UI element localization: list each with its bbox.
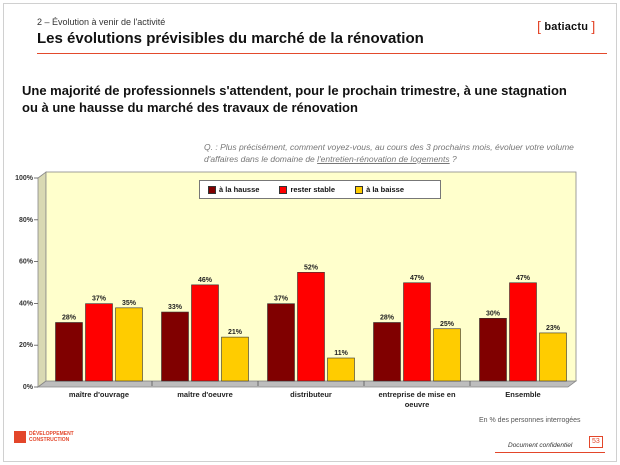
section-label: 2 – Évolution à venir de l'activité	[37, 17, 166, 27]
bar	[221, 336, 249, 382]
data-label: 23%	[546, 325, 561, 332]
legend-label-stable: rester stable	[290, 185, 336, 194]
plot-side-wall	[37, 171, 47, 388]
page-title: Les évolutions prévisibles du marché de …	[37, 30, 424, 47]
legend-item-hausse: à la hausse	[200, 185, 259, 194]
y-tick-label: 0%	[23, 384, 34, 391]
logo-mark-icon	[14, 431, 26, 443]
brand-logo: [ batiactu ]	[537, 18, 596, 34]
data-label: 35%	[122, 300, 137, 307]
y-tick-label: 100%	[15, 175, 34, 182]
chart-legend: à la hausse rester stable à la baisse	[199, 180, 441, 199]
bar	[403, 282, 431, 382]
logo-text: DÉVELOPPEMENT CONSTRUCTION	[29, 431, 74, 443]
bar	[191, 284, 219, 382]
question-prefix: Q. :	[204, 142, 221, 152]
x-tick-label: Ensemble	[505, 390, 540, 399]
brand-bracket-close: ]	[591, 18, 596, 34]
title-divider	[37, 53, 607, 54]
data-label: 21%	[228, 329, 243, 336]
bar	[161, 311, 189, 382]
legend-swatch-hausse	[208, 185, 216, 194]
legend-label-hausse: à la hausse	[219, 185, 260, 194]
bar	[115, 307, 143, 382]
question-end: ?	[449, 154, 457, 164]
legend-label-baisse: à la baisse	[366, 185, 405, 194]
brand-bracket-open: [	[537, 18, 542, 34]
bar	[327, 357, 355, 382]
data-label: 30%	[486, 310, 501, 317]
bar	[433, 328, 461, 382]
slide-frame	[3, 3, 617, 462]
x-tick-label: maître d'oeuvre	[177, 390, 233, 399]
legend-item-baisse: à la baisse	[347, 185, 404, 194]
y-tick-label: 20%	[19, 342, 34, 349]
x-tick-label: entreprise de mise en oeuvre	[378, 390, 456, 409]
data-label: 28%	[380, 314, 395, 321]
bar	[539, 332, 567, 382]
y-tick-label: 80%	[19, 217, 34, 224]
data-label: 28%	[62, 314, 77, 321]
x-tick-label: distributeur	[290, 390, 332, 399]
x-tick-label: maître d'ouvrage	[69, 390, 129, 399]
data-label: 11%	[334, 350, 348, 357]
data-label: 25%	[440, 321, 455, 328]
plot-floor	[36, 380, 578, 388]
data-label: 46%	[198, 277, 213, 284]
question-underlined: l'entretien-rénovation de logements	[317, 154, 450, 164]
logo-line1: DÉVELOPPEMENT	[29, 431, 74, 437]
data-label: 37%	[274, 296, 289, 303]
data-label: 52%	[304, 264, 319, 271]
data-label: 47%	[410, 275, 425, 282]
y-tick-label: 40%	[19, 300, 34, 307]
bar	[479, 317, 507, 382]
confidential-note: Document confidentiel	[508, 442, 573, 449]
headline: Une majorité de professionnels s'attende…	[22, 83, 567, 115]
page-number: 53	[589, 436, 603, 448]
y-tick-label: 60%	[19, 259, 34, 266]
footer-divider	[495, 452, 605, 453]
data-label: 47%	[516, 275, 531, 282]
data-label: 33%	[168, 304, 183, 311]
chart-footnote: En % des personnes interrogées	[479, 417, 581, 424]
bar	[297, 272, 325, 382]
bar	[55, 322, 83, 382]
company-logo: DÉVELOPPEMENT CONSTRUCTION	[14, 431, 74, 443]
bar	[267, 303, 295, 382]
bar	[373, 322, 401, 382]
legend-item-stable: rester stable	[271, 185, 335, 194]
survey-question: Q. : Plus précisément, comment voyez-vou…	[204, 141, 584, 165]
logo-line2: CONSTRUCTION	[29, 437, 70, 443]
legend-swatch-stable	[279, 185, 288, 194]
legend-swatch-baisse	[355, 185, 364, 194]
data-label: 37%	[92, 296, 107, 303]
bar	[85, 303, 113, 382]
bar	[509, 282, 537, 382]
question-text: Plus précisément, comment voyez-vous, au…	[204, 142, 574, 164]
brand-name: batiactu	[544, 21, 589, 33]
